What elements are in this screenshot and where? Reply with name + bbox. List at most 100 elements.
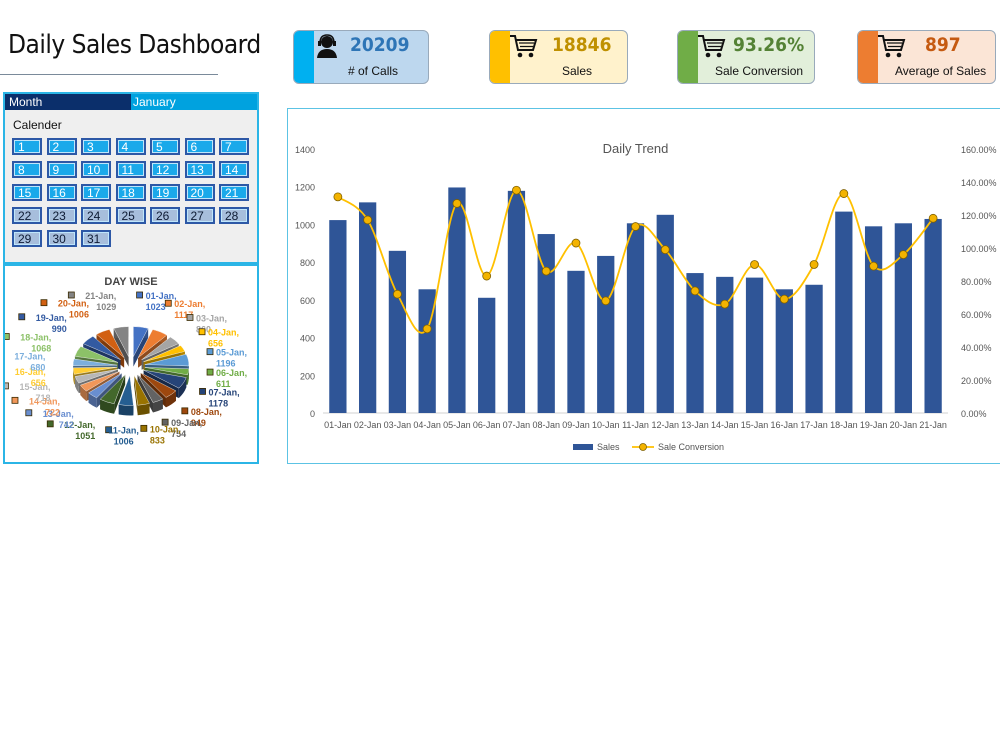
line-sale-conversion xyxy=(337,189,934,334)
calendar-day-30[interactable]: 30 xyxy=(46,230,77,247)
calendar-day-17[interactable]: 17 xyxy=(81,184,111,201)
calendar-day-14[interactable]: 14 xyxy=(219,161,249,178)
calendar-day-22[interactable]: 22 xyxy=(12,207,42,224)
calendar-day-21[interactable]: 21 xyxy=(219,184,249,201)
calendar-day-11[interactable]: 11 xyxy=(115,161,146,178)
pie-data-label: 13-Jan, 742 xyxy=(43,409,74,430)
x-tick-label: 19-Jan xyxy=(860,420,888,430)
y2-tick-label: 160.00% xyxy=(961,145,997,155)
calendar-day-31[interactable]: 31 xyxy=(81,230,111,247)
y-tick-label: 1400 xyxy=(295,145,315,155)
calendar-day-9[interactable]: 9 xyxy=(46,161,77,178)
calendar-day-28[interactable]: 28 xyxy=(219,207,249,224)
calendar-day-5[interactable]: 5 xyxy=(150,138,180,155)
calendar-day-10[interactable]: 10 xyxy=(81,161,111,178)
kpi-accent-stripe xyxy=(678,31,698,83)
legend-label-sale-conversion: Sale Conversion xyxy=(658,442,724,452)
y-tick-label: 400 xyxy=(300,334,315,344)
pie-data-label: 02-Jan, 1117 xyxy=(174,299,205,320)
pie-data-label: 20-Jan, 1006 xyxy=(58,299,89,320)
calendar-day-27[interactable]: 27 xyxy=(184,207,215,224)
pie-legend-key-icon xyxy=(5,382,9,390)
bar-sales-17-Jan xyxy=(805,284,823,413)
pie-data-label: 09-Jan, 754 xyxy=(171,418,202,439)
calendar-day-20[interactable]: 20 xyxy=(184,184,215,201)
calendar-day-23[interactable]: 23 xyxy=(46,207,77,224)
kpi-value: 93.26% xyxy=(733,34,805,56)
bar-sales-13-Jan xyxy=(686,273,704,413)
point-sale-conversion-11-Jan xyxy=(631,222,640,231)
kpi-value: 897 xyxy=(925,34,961,56)
calendar-day-4[interactable]: 4 xyxy=(115,138,146,155)
calendar-day-12[interactable]: 12 xyxy=(150,161,180,178)
y2-tick-label: 0.00% xyxy=(961,409,987,419)
bar-sales-11-Jan xyxy=(626,223,645,413)
calendar-day-16[interactable]: 16 xyxy=(46,184,77,201)
x-tick-label: 16-Jan xyxy=(771,420,799,430)
calendar-day-6[interactable]: 6 xyxy=(184,138,215,155)
pie-data-label: 14-Jan, 722 xyxy=(29,396,60,417)
pie-slice-10-Jan xyxy=(133,375,150,416)
point-sale-conversion-07-Jan xyxy=(512,185,521,195)
y-tick-label: 0 xyxy=(310,409,315,419)
calendar-day-3[interactable]: 3 xyxy=(81,138,111,155)
y-tick-label: 800 xyxy=(300,258,315,268)
dashboard-title: Daily Sales Dashboard xyxy=(8,30,261,60)
month-select[interactable]: January xyxy=(131,94,257,110)
calendar-day-25[interactable]: 25 xyxy=(115,207,146,224)
calendar-day-29[interactable]: 29 xyxy=(12,230,42,247)
pie-slice-12-Jan xyxy=(99,374,126,414)
calendar-day-7[interactable]: 7 xyxy=(219,138,249,155)
calendar-title: Calender xyxy=(13,118,62,132)
calendar-day-2[interactable]: 2 xyxy=(46,138,77,155)
point-sale-conversion-08-Jan xyxy=(541,266,551,276)
bar-sales-14-Jan xyxy=(716,276,734,413)
daily-trend-panel: Daily Trend 0 200 400 600 800 1000 1200 1400 0.00… xyxy=(287,108,1000,464)
x-tick-label: 01-Jan xyxy=(324,420,352,430)
point-sale-conversion-15-Jan xyxy=(750,260,759,269)
y2-tick-label: 120.00% xyxy=(961,211,997,221)
calendar-day-13[interactable]: 13 xyxy=(184,161,215,178)
shopping-cart-icon xyxy=(878,35,906,58)
pie-slice-09-Jan xyxy=(137,374,164,413)
bar-sales-19-Jan xyxy=(864,226,883,413)
bar-sales-21-Jan xyxy=(924,218,942,413)
x-tick-label: 18-Jan xyxy=(830,420,858,430)
y-tick-label: 1000 xyxy=(295,220,315,230)
call-center-agent-icon xyxy=(317,34,337,58)
day-wise-pie-panel: DAY WISE 01-Jan,102302-Jan,111703-Jan,86… xyxy=(3,264,259,464)
x-tick-label: 02-Jan xyxy=(354,420,382,430)
pie-slice-21-Jan xyxy=(113,326,129,367)
calendar-panel: Month January Calender 1 2 3 4 5 6 7 8 9 10 11 12 13… xyxy=(3,92,259,264)
y-tick-label: 600 xyxy=(300,296,315,306)
daily-trend-chart: Daily Trend 0 200 400 600 800 1000 1200 1400 0.00… xyxy=(295,141,997,452)
bar-sales-09-Jan xyxy=(567,270,585,413)
calendar-day-15[interactable]: 15 xyxy=(12,184,42,201)
point-sale-conversion-06-Jan xyxy=(482,271,492,281)
pie-data-label: 10-Jan, 833 xyxy=(150,424,181,445)
calendar-day-26[interactable]: 26 xyxy=(150,207,180,224)
point-sale-conversion-12-Jan xyxy=(660,245,670,255)
pie-data-label: 19-Jan, 990 xyxy=(36,313,67,334)
month-label: Month xyxy=(5,94,131,110)
bar-sales-12-Jan xyxy=(656,214,674,413)
pie-legend-key-icon xyxy=(105,426,113,434)
point-sale-conversion-21-Jan xyxy=(928,213,938,223)
chart-title: Daily Trend xyxy=(603,141,669,156)
calendar-day-24[interactable]: 24 xyxy=(81,207,111,224)
calendar-day-19[interactable]: 19 xyxy=(150,184,180,201)
pie-legend-key-icon xyxy=(206,368,214,376)
y2-tick-label: 80.00% xyxy=(961,277,992,287)
x-tick-label: 12-Jan xyxy=(651,420,679,430)
calendar-day-18[interactable]: 18 xyxy=(115,184,146,201)
bar-sales-03-Jan xyxy=(388,250,407,413)
point-sale-conversion-17-Jan xyxy=(809,260,819,269)
calendar-day-8[interactable]: 8 xyxy=(12,161,42,178)
point-sale-conversion-09-Jan xyxy=(571,238,581,248)
month-slicer[interactable]: Month January xyxy=(5,94,257,110)
kpi-label: Sale Conversion xyxy=(715,64,804,78)
bar-sales-15-Jan xyxy=(745,277,764,413)
kpi-label: # of Calls xyxy=(348,64,399,78)
calendar-day-1[interactable]: 1 xyxy=(12,138,42,155)
point-sale-conversion-03-Jan xyxy=(393,289,402,299)
